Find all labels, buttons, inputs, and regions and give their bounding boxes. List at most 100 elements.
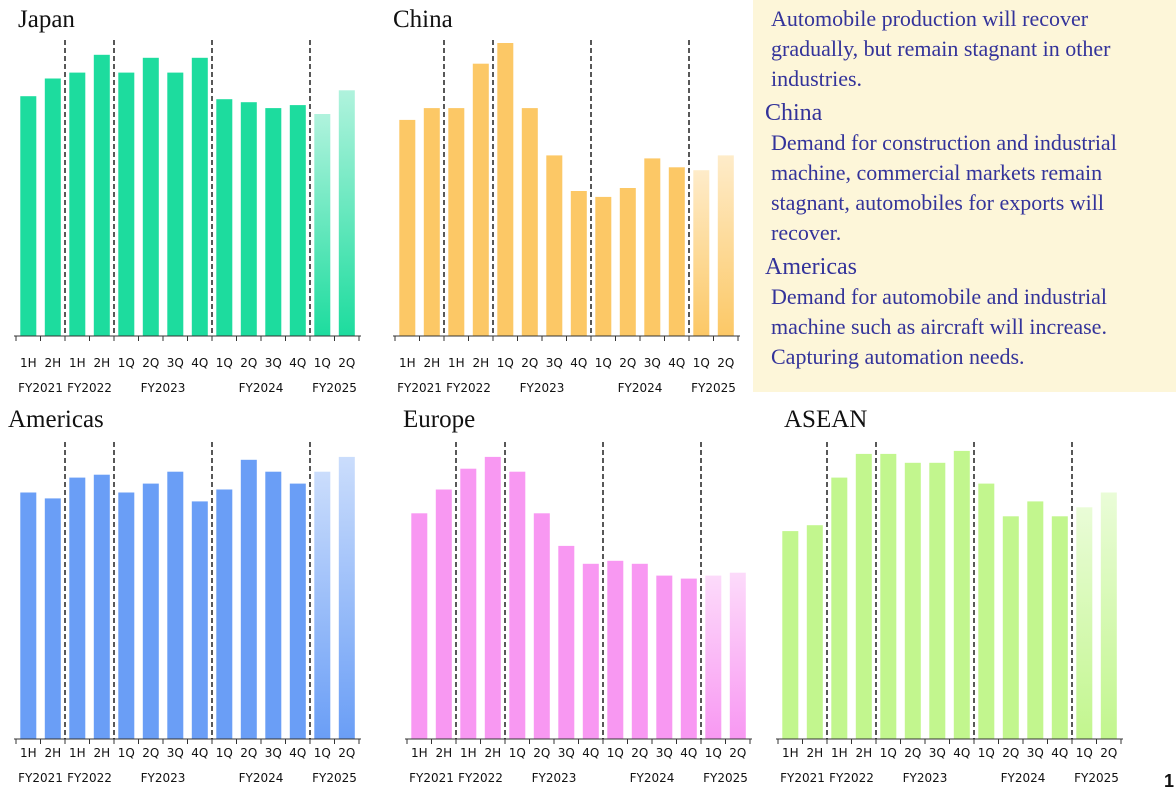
x-tick-label: 4Q xyxy=(570,356,587,370)
bar-americas-4 xyxy=(118,492,135,739)
bar-china-10 xyxy=(644,158,661,336)
x-tick-label: 3Q xyxy=(167,746,184,760)
fiscal-year-label: FY2021 xyxy=(409,771,454,785)
x-tick-label: 1Q xyxy=(978,746,995,760)
bar-japan-8 xyxy=(216,99,233,336)
x-tick-label: 2H xyxy=(472,356,489,370)
x-tick-label: 3Q xyxy=(1027,746,1044,760)
bar-americas-12 xyxy=(314,471,331,739)
fiscal-year-label: FY2021 xyxy=(18,381,63,395)
fiscal-year-label: FY2024 xyxy=(1001,771,1046,785)
x-tick-label: 2Q xyxy=(729,746,746,760)
x-tick-label: 2Q xyxy=(619,356,636,370)
bar-americas-0 xyxy=(20,492,37,739)
x-tick-label: 4Q xyxy=(953,746,970,760)
fiscal-year-label: FY2025 xyxy=(312,381,357,395)
x-tick-label: 4Q xyxy=(680,746,697,760)
x-tick-label: 2H xyxy=(423,356,440,370)
bar-americas-2 xyxy=(69,477,86,739)
bar-china-2 xyxy=(448,108,465,336)
bar-europe-1 xyxy=(435,489,452,739)
x-tick-label: 1Q xyxy=(595,356,612,370)
bar-europe-12 xyxy=(705,575,722,739)
x-tick-label: 2Q xyxy=(1002,746,1019,760)
bar-americas-7 xyxy=(191,501,208,739)
bar-europe-9 xyxy=(631,563,648,739)
x-tick-label: 2H xyxy=(93,356,110,370)
x-tick-label: 1Q xyxy=(509,746,526,760)
americas-heading: Americas xyxy=(765,254,857,280)
x-tick-label: 1Q xyxy=(118,746,135,760)
chart-china: 1H 2H 1H 2H 1Q 2Q 3Q 4Q 1Q 2Q 3Q 4Q 1Q 2Q FY2021 FY2022… xyxy=(393,40,743,400)
chart-title-china: China xyxy=(393,6,453,33)
americas-commentary: Demand for automobile and industrial mac… xyxy=(771,284,1108,369)
fiscal-year-label: FY2023 xyxy=(520,381,565,395)
bar-china-12 xyxy=(693,170,710,336)
fiscal-year-label: FY2021 xyxy=(397,381,442,395)
bar-china-9 xyxy=(619,188,636,336)
bar-europe-5 xyxy=(533,513,550,739)
bar-americas-8 xyxy=(216,489,233,739)
x-tick-label: 3Q xyxy=(265,356,282,370)
x-tick-label: 4Q xyxy=(289,746,306,760)
bar-americas-10 xyxy=(265,471,282,739)
x-tick-label: 1Q xyxy=(705,746,722,760)
bar-china-1 xyxy=(423,108,440,336)
x-tick-label: 2H xyxy=(435,746,452,760)
x-tick-label: 1H xyxy=(448,356,465,370)
x-tick-label: 1Q xyxy=(607,746,624,760)
x-tick-label: 2Q xyxy=(142,356,159,370)
bar-china-8 xyxy=(595,196,612,336)
chart-title-americas: Americas xyxy=(8,406,104,433)
x-tick-label: 1Q xyxy=(693,356,710,370)
bar-asean-11 xyxy=(1051,516,1068,740)
bar-asean-8 xyxy=(978,483,995,739)
bar-japan-10 xyxy=(265,108,282,336)
x-tick-label: 1Q xyxy=(880,746,897,760)
x-tick-label: 4Q xyxy=(191,356,208,370)
x-tick-label: 2Q xyxy=(904,746,921,760)
bar-americas-1 xyxy=(44,498,61,739)
bar-asean-0 xyxy=(782,531,799,739)
x-tick-label: 1Q xyxy=(216,746,233,760)
commentary-panel: Automobile production will recover gradu… xyxy=(753,0,1176,392)
chart-title-europe: Europe xyxy=(403,406,476,433)
fiscal-year-label: FY2023 xyxy=(903,771,948,785)
chart-title-japan: Japan xyxy=(18,6,75,33)
china-heading: China xyxy=(765,100,823,126)
bar-asean-2 xyxy=(831,477,848,739)
page-number: 1 xyxy=(1163,771,1174,791)
bar-europe-13 xyxy=(729,572,746,739)
bar-japan-2 xyxy=(69,72,86,336)
bar-americas-5 xyxy=(142,483,159,739)
x-tick-label: 2Q xyxy=(717,356,734,370)
x-tick-label: 2H xyxy=(44,746,61,760)
bar-japan-4 xyxy=(118,72,135,336)
x-tick-label: 2Q xyxy=(240,356,257,370)
bar-americas-3 xyxy=(93,474,110,739)
x-tick-label: 3Q xyxy=(167,356,184,370)
bar-china-7 xyxy=(570,191,587,336)
bar-asean-7 xyxy=(953,450,970,739)
bar-europe-10 xyxy=(656,575,673,739)
x-tick-label: 3Q xyxy=(265,746,282,760)
fiscal-year-label: FY2021 xyxy=(18,771,63,785)
china-commentary: Demand for construction and industrial m… xyxy=(771,130,1117,245)
bar-asean-10 xyxy=(1027,501,1044,739)
bar-asean-6 xyxy=(929,462,946,739)
bar-asean-9 xyxy=(1002,516,1019,740)
japan-commentary: Automobile production will recover gradu… xyxy=(771,6,1111,91)
chart-japan-svg: 1H 2H 1H 2H 1Q 2Q 3Q 4Q 1Q 2Q 3Q 4Q 1Q 2Q FY2021 FY2022… xyxy=(14,40,361,395)
bar-asean-5 xyxy=(904,462,921,739)
bar-japan-5 xyxy=(142,57,159,337)
fiscal-year-label: FY2025 xyxy=(703,771,748,785)
bar-japan-11 xyxy=(289,105,306,336)
x-tick-label: 2Q xyxy=(631,746,648,760)
fiscal-year-label: FY2024 xyxy=(239,771,284,785)
bar-china-3 xyxy=(472,63,489,336)
fiscal-year-label: FY2022 xyxy=(67,771,112,785)
fiscal-year-label: FY2022 xyxy=(829,771,874,785)
x-tick-label: 2H xyxy=(44,356,61,370)
chart-europe: 1H 2H 1H 2H 1Q 2Q 3Q 4Q 1Q 2Q 3Q 4Q 1Q 2Q FY2021 FY2022… xyxy=(405,442,752,792)
x-tick-label: 1H xyxy=(782,746,799,760)
